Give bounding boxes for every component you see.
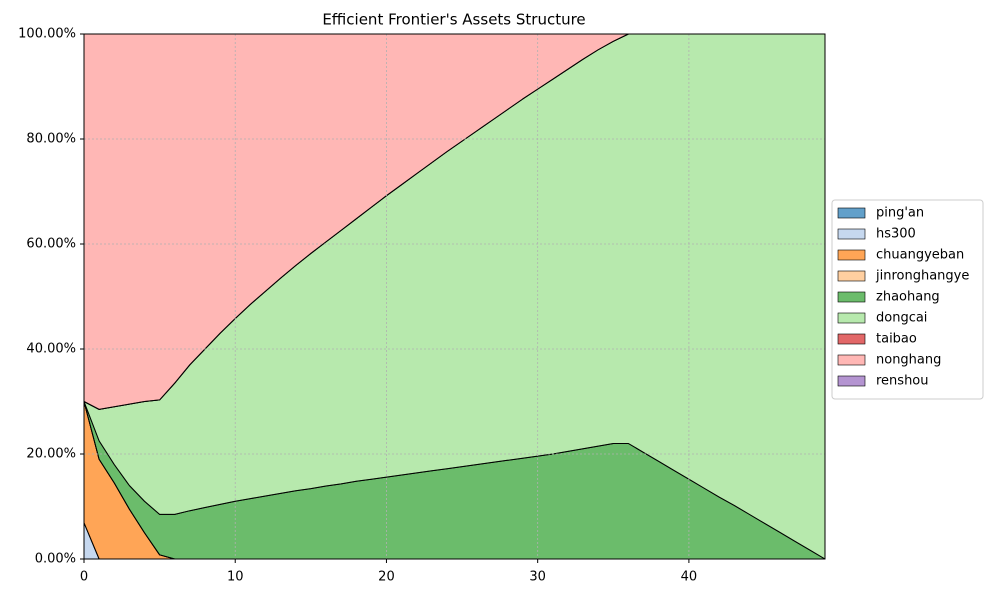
x-tick-label: 20	[378, 570, 395, 585]
legend-swatch	[837, 354, 866, 366]
legend-swatch	[837, 270, 866, 282]
legend-label: taibao	[876, 332, 917, 347]
y-tick-label: 0.00%	[35, 552, 76, 567]
legend-swatch	[837, 291, 866, 303]
x-tick-label: 30	[529, 570, 546, 585]
legend-label: dongcai	[876, 311, 927, 326]
y-tick-label: 100.00%	[18, 27, 76, 42]
legend-label: renshou	[876, 374, 929, 389]
legend-label: zhaohang	[876, 290, 940, 305]
y-tick-label: 80.00%	[26, 132, 76, 147]
x-tick-label: 0	[80, 570, 88, 585]
legend-swatch	[837, 333, 866, 345]
legend-swatch	[837, 228, 866, 240]
x-tick-label: 10	[227, 570, 244, 585]
legend-label: nonghang	[876, 353, 941, 368]
legend-label: ping'an	[876, 206, 924, 221]
y-tick-label: 60.00%	[26, 237, 76, 252]
y-tick-label: 20.00%	[26, 447, 76, 462]
legend-label: hs300	[876, 227, 916, 242]
legend-swatch	[837, 375, 866, 387]
legend-swatch	[837, 249, 866, 261]
legend-box	[831, 199, 984, 400]
legend-swatch	[837, 312, 866, 324]
chart-title: Efficient Frontier's Assets Structure	[322, 11, 585, 29]
y-tick-label: 40.00%	[26, 342, 76, 357]
legend-swatch	[837, 207, 866, 219]
legend-label: chuangyeban	[876, 248, 964, 263]
x-tick-label: 40	[681, 570, 698, 585]
plot-frame	[83, 33, 826, 560]
legend-label: jinronghangye	[875, 269, 969, 284]
